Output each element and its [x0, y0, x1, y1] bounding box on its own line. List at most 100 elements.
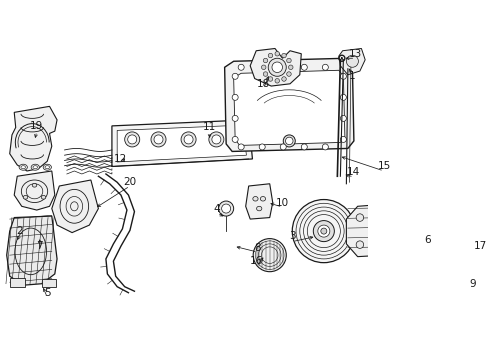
Circle shape [211, 135, 221, 144]
Circle shape [232, 115, 238, 121]
Circle shape [317, 225, 329, 237]
Circle shape [322, 64, 327, 70]
Circle shape [355, 241, 363, 248]
Circle shape [301, 64, 306, 70]
Text: 12: 12 [114, 154, 127, 164]
Ellipse shape [33, 166, 38, 169]
Ellipse shape [41, 195, 46, 199]
Polygon shape [455, 249, 488, 304]
Polygon shape [233, 70, 344, 145]
Circle shape [221, 204, 230, 213]
Text: 18: 18 [257, 79, 270, 89]
Polygon shape [117, 125, 246, 162]
Text: 14: 14 [346, 167, 360, 177]
Polygon shape [52, 180, 98, 233]
Text: 4: 4 [213, 203, 220, 213]
Circle shape [232, 136, 238, 143]
Circle shape [467, 225, 476, 234]
Bar [446, 242, 456, 250]
Circle shape [322, 144, 327, 150]
Ellipse shape [43, 164, 51, 170]
Bar [10, 278, 25, 287]
Circle shape [218, 201, 233, 216]
Ellipse shape [260, 197, 265, 201]
Text: 5: 5 [44, 288, 50, 298]
Circle shape [283, 135, 295, 147]
Circle shape [368, 216, 398, 246]
Circle shape [433, 270, 446, 282]
Circle shape [285, 137, 292, 145]
Circle shape [286, 72, 291, 76]
Circle shape [472, 269, 488, 287]
Ellipse shape [23, 195, 28, 199]
Ellipse shape [21, 166, 25, 169]
Circle shape [232, 94, 238, 100]
Ellipse shape [256, 206, 261, 211]
Ellipse shape [31, 164, 40, 170]
Circle shape [274, 78, 279, 83]
Circle shape [268, 58, 285, 76]
Circle shape [313, 221, 334, 242]
Ellipse shape [226, 134, 240, 144]
Circle shape [355, 214, 363, 221]
Circle shape [404, 241, 411, 248]
Circle shape [208, 132, 224, 147]
Text: 16: 16 [249, 256, 262, 266]
Circle shape [340, 115, 346, 121]
Circle shape [281, 77, 285, 81]
Circle shape [466, 263, 488, 293]
Circle shape [292, 199, 355, 263]
Circle shape [259, 64, 264, 70]
Circle shape [346, 55, 358, 67]
Circle shape [263, 58, 267, 63]
Text: 9: 9 [468, 279, 475, 289]
Circle shape [301, 144, 306, 150]
Circle shape [274, 51, 279, 56]
Circle shape [263, 72, 267, 76]
Text: 15: 15 [377, 162, 390, 171]
Circle shape [232, 73, 238, 79]
Text: 2: 2 [16, 226, 23, 236]
Circle shape [320, 228, 326, 234]
Circle shape [280, 144, 285, 150]
Circle shape [124, 132, 140, 147]
Text: 3: 3 [288, 231, 295, 241]
Ellipse shape [252, 197, 258, 201]
Polygon shape [10, 106, 57, 171]
Polygon shape [224, 58, 353, 152]
Bar [406, 239, 488, 314]
Polygon shape [250, 49, 301, 86]
Circle shape [374, 222, 392, 240]
Circle shape [238, 64, 244, 70]
Polygon shape [346, 203, 419, 257]
Circle shape [261, 65, 265, 69]
Polygon shape [14, 171, 55, 210]
Circle shape [404, 214, 411, 221]
Ellipse shape [19, 164, 27, 170]
Polygon shape [245, 184, 272, 219]
Text: 8: 8 [254, 243, 261, 253]
Circle shape [181, 132, 196, 147]
Circle shape [183, 135, 193, 144]
Polygon shape [7, 216, 57, 285]
Circle shape [253, 239, 285, 272]
Text: 11: 11 [203, 122, 216, 132]
Ellipse shape [32, 183, 37, 187]
Bar [42, 279, 56, 287]
Text: 6: 6 [424, 235, 430, 245]
Circle shape [271, 62, 282, 72]
Circle shape [154, 135, 163, 144]
Circle shape [127, 135, 137, 144]
Circle shape [288, 65, 292, 69]
Text: 7: 7 [37, 241, 43, 251]
Polygon shape [338, 49, 365, 75]
Circle shape [340, 94, 346, 100]
Circle shape [151, 132, 166, 147]
Text: 20: 20 [123, 176, 136, 186]
Polygon shape [112, 120, 252, 166]
Circle shape [238, 144, 244, 150]
Text: 13: 13 [348, 49, 361, 59]
Circle shape [259, 144, 264, 150]
Circle shape [340, 73, 346, 79]
Ellipse shape [45, 166, 49, 169]
